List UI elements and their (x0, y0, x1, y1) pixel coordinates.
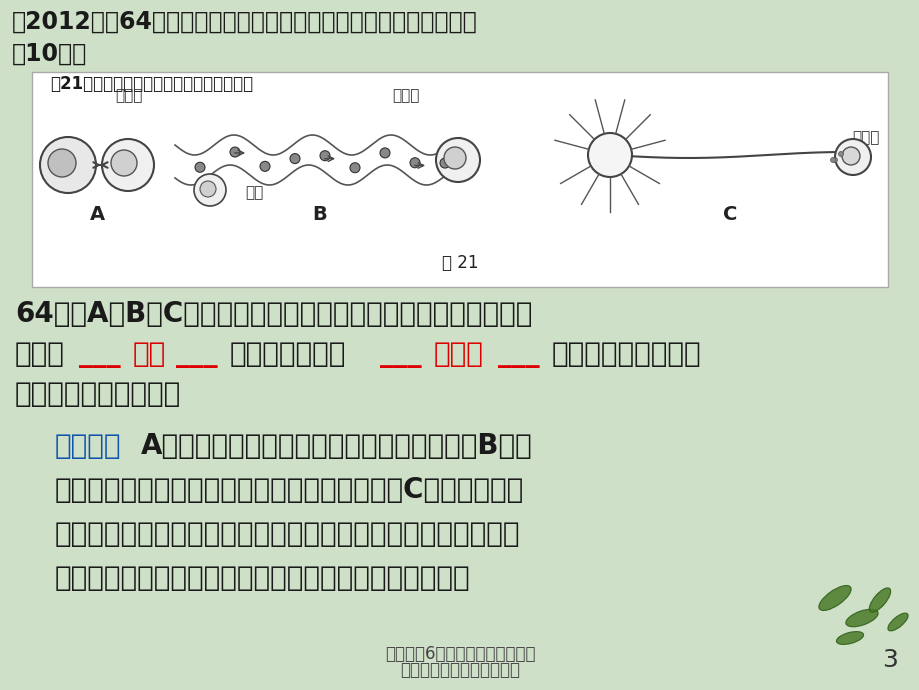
Text: 64．在A、B、C三图中，靶细胞对信息的接受具有相似的结构基: 64．在A、B、C三图中，靶细胞对信息的接受具有相似的结构基 (15, 300, 532, 328)
Text: ，因其具有特定的空: ，因其具有特定的空 (551, 340, 700, 368)
Text: 信号分子通过血液循环与靶细胞进行信息交流，C表示神经元之: 信号分子通过血液循环与靶细胞进行信息交流，C表示神经元之 (55, 476, 524, 504)
Text: 图21为人体中细胞间信息交流方式的示意图: 图21为人体中细胞间信息交流方式的示意图 (50, 75, 253, 93)
Text: A: A (89, 205, 105, 224)
Text: ，其化学成分为: ，其化学成分为 (230, 340, 346, 368)
Text: 与靶细胞上对应的受体有关，受体的化学成分为蛋白质。: 与靶细胞上对应的受体有关，受体的化学成分为蛋白质。 (55, 564, 471, 592)
Text: 血流: 血流 (244, 185, 263, 200)
Ellipse shape (818, 586, 850, 611)
Text: 汇编脊椎动物激素的调节终: 汇编脊椎动物激素的调节终 (400, 661, 519, 679)
Text: 【解析】: 【解析】 (55, 432, 121, 460)
Circle shape (841, 147, 859, 165)
Text: ___: ___ (380, 340, 421, 368)
Text: ___: ___ (497, 340, 539, 368)
Ellipse shape (845, 609, 878, 627)
Circle shape (320, 150, 330, 161)
Circle shape (832, 157, 836, 163)
Circle shape (194, 174, 226, 206)
Circle shape (230, 147, 240, 157)
Ellipse shape (887, 613, 907, 631)
Circle shape (436, 138, 480, 182)
Text: ___: ___ (79, 340, 120, 368)
Text: C: C (722, 205, 736, 224)
Circle shape (587, 133, 631, 177)
Text: （2012上海64）（八）回答有关生物体内信息传递和调节的问题。: （2012上海64）（八）回答有关生物体内信息传递和调节的问题。 (12, 10, 477, 34)
Circle shape (195, 162, 205, 172)
Text: 靶细胞: 靶细胞 (391, 88, 419, 103)
Ellipse shape (868, 588, 890, 612)
Circle shape (837, 157, 843, 163)
Circle shape (289, 154, 300, 164)
Text: 间的信息传递，在这三种信息传递方式中，靶细胞能接受信息，: 间的信息传递，在这三种信息传递方式中，靶细胞能接受信息， (55, 520, 520, 548)
Circle shape (102, 139, 153, 191)
Ellipse shape (835, 631, 863, 644)
Text: （10分）: （10分） (12, 42, 87, 66)
Text: 靶细胞: 靶细胞 (115, 88, 142, 103)
Text: 间结构而具有特异性。: 间结构而具有特异性。 (15, 380, 181, 408)
Circle shape (439, 158, 449, 168)
Circle shape (349, 163, 359, 172)
Text: 蛋白质: 蛋白质 (433, 340, 482, 368)
Circle shape (48, 149, 76, 177)
Circle shape (111, 150, 137, 176)
Circle shape (830, 152, 834, 157)
FancyBboxPatch shape (32, 72, 887, 287)
Circle shape (40, 137, 96, 193)
Text: 础，即: 础，即 (15, 340, 65, 368)
Circle shape (410, 158, 420, 168)
Text: A图表示通过细胞的直接接触进行信息交流，B表示: A图表示通过细胞的直接接触进行信息交流，B表示 (141, 432, 532, 460)
Text: 受体: 受体 (133, 340, 166, 368)
Text: 靶细胞: 靶细胞 (851, 130, 879, 145)
Text: 高考生物6年高考题按知识点分类: 高考生物6年高考题按知识点分类 (384, 645, 535, 663)
Text: ___: ___ (176, 340, 218, 368)
Text: 3: 3 (881, 648, 897, 672)
Circle shape (260, 161, 269, 171)
Text: 图 21: 图 21 (441, 254, 478, 272)
Circle shape (444, 147, 466, 169)
Circle shape (199, 181, 216, 197)
Text: B: B (312, 205, 327, 224)
Circle shape (380, 148, 390, 158)
Circle shape (834, 139, 870, 175)
